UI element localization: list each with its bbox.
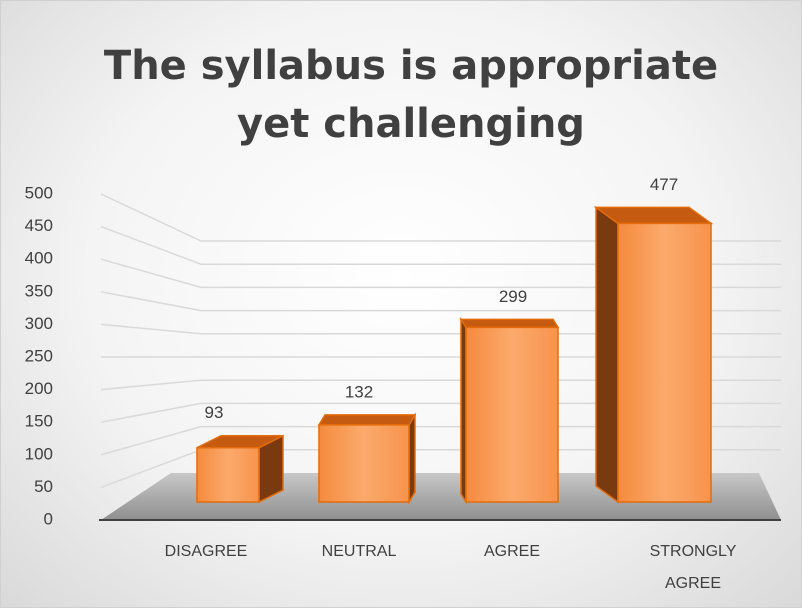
bar: [317, 412, 417, 505]
x-tick-label: DISAGREE: [164, 543, 248, 560]
grid-line: [100, 258, 781, 289]
x-tick-label: STRONGLY AGREE: [649, 543, 737, 592]
data-label: 132: [345, 382, 373, 401]
bar: [593, 205, 714, 504]
data-label: 299: [499, 287, 527, 306]
grid-line: [100, 425, 781, 456]
bar-top: [459, 318, 560, 329]
y-tick-label: 50: [34, 477, 53, 496]
y-tick-label: 350: [25, 281, 53, 300]
y-tick-label: 450: [25, 216, 53, 235]
y-tick-label: 0: [44, 509, 53, 528]
y-tick-label: 500: [25, 183, 53, 202]
grid-line: [100, 291, 781, 312]
data-label: 477: [650, 175, 678, 194]
grid-line: [100, 193, 781, 242]
grid-line: [100, 323, 781, 335]
x-tick-label: AGREE: [483, 543, 540, 560]
y-tick-label: 200: [25, 379, 53, 398]
y-tick-label: 300: [25, 314, 53, 333]
bar-side: [408, 412, 416, 505]
bar-front: [617, 222, 712, 503]
bar-front: [318, 424, 410, 503]
y-tick-label: 400: [25, 249, 53, 268]
data-label: 93: [205, 403, 224, 422]
grid-line: [100, 402, 781, 423]
bar-front: [196, 446, 260, 503]
x-tick-label: NEUTRAL: [321, 543, 397, 560]
chart-title: The syllabus is appropriate yet challeng…: [103, 43, 719, 147]
bar-front: [465, 326, 559, 503]
bar: [196, 434, 284, 504]
y-tick-label: 100: [25, 444, 53, 463]
y-tick-label: 250: [25, 346, 53, 365]
bar-top: [317, 414, 417, 426]
grid-line: [100, 225, 781, 265]
bar-side: [595, 205, 619, 504]
grid-line: [100, 379, 781, 391]
y-tick-label: 150: [25, 412, 53, 431]
bar: [459, 316, 560, 505]
